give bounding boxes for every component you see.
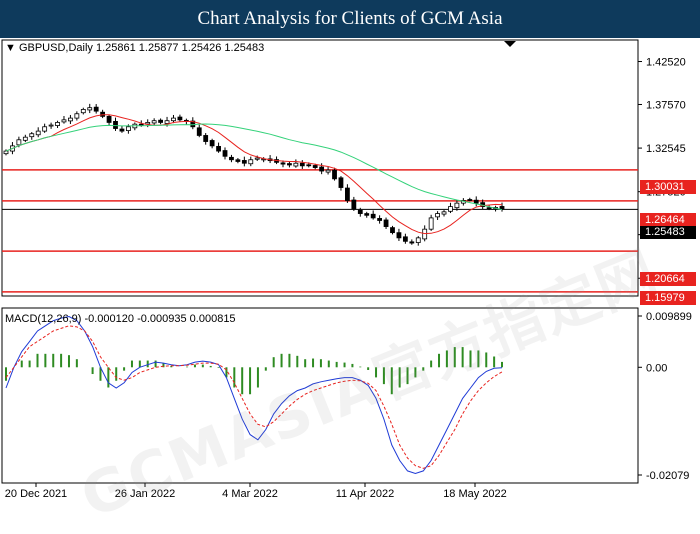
candle-body — [113, 120, 118, 129]
level-tag-support-2: 1.15979 — [640, 291, 696, 305]
price-axis-label: 1.42520 — [646, 57, 686, 69]
candle-body — [119, 128, 125, 132]
macd-signal-line — [5, 325, 503, 469]
candle-body — [338, 177, 344, 188]
candle-body — [93, 106, 99, 112]
macd-panel-frame — [1, 307, 639, 484]
current-price-tag: 1.25483 — [640, 226, 696, 239]
price-panel-frame — [1, 39, 639, 297]
candle-body — [106, 115, 112, 123]
candle-body — [454, 202, 460, 209]
candle-body — [467, 199, 473, 201]
candle-body — [370, 213, 376, 219]
time-axis-label: 11 Apr 2022 — [336, 488, 395, 500]
price-axis-label: 1.37570 — [646, 99, 686, 111]
candle-body — [306, 164, 312, 167]
time-axis-label: 18 May 2022 — [443, 488, 507, 500]
candle-body — [3, 150, 9, 155]
candle-body — [351, 199, 357, 210]
candle-body — [435, 213, 440, 218]
candle-body — [229, 156, 234, 161]
candle-body — [293, 162, 299, 167]
candle-body — [254, 157, 260, 160]
candle-body — [319, 166, 325, 172]
macd-axis-label: 0.00 — [646, 362, 667, 374]
candle-body — [138, 123, 144, 126]
candle-body — [280, 162, 286, 165]
candle-body — [377, 218, 383, 221]
macd-main-line — [5, 315, 503, 475]
candle-body — [364, 213, 370, 216]
candle-body — [145, 122, 151, 125]
candle-body — [42, 126, 48, 132]
candle-body — [158, 119, 163, 123]
level-tag-resistance-1: 1.30031 — [640, 180, 696, 194]
candle-body — [74, 113, 80, 119]
chart-title-banner: Chart Analysis for Clients of GCM Asia — [0, 0, 700, 38]
candle-body — [415, 237, 421, 243]
candle-body — [171, 117, 176, 122]
candle-body — [222, 150, 228, 157]
candle-body — [216, 145, 221, 152]
candle-body — [151, 120, 157, 124]
candle-body — [196, 127, 202, 136]
candle-body — [299, 162, 305, 167]
panel-collapse-icon — [504, 41, 516, 47]
chart-title: Chart Analysis for Clients of GCM Asia — [197, 8, 503, 29]
candle-body — [203, 135, 209, 142]
candle-body — [190, 120, 196, 128]
candle-body — [177, 116, 183, 121]
price-chart[interactable]: 1.425201.375701.325451.275201.225701.175… — [0, 38, 700, 500]
candle-body — [80, 109, 86, 114]
macd-axis-label: -0.02079 — [646, 470, 689, 482]
candle-body — [55, 122, 60, 126]
candle-body — [486, 207, 492, 210]
candle-body — [287, 163, 292, 166]
symbol-info: ▼ GBPUSD,Daily 1.25861 1.25877 1.25426 1… — [5, 42, 264, 54]
level-tag-support-1: 1.20664 — [640, 272, 696, 286]
candle-body — [441, 211, 447, 215]
candle-body — [448, 206, 453, 212]
candle-body — [48, 124, 54, 127]
candle-body — [16, 139, 22, 146]
macd-info: MACD(12,26,9) -0.000120 -0.000935 0.0008… — [5, 313, 236, 325]
moving-average-fast-line — [5, 114, 503, 235]
candle-body — [473, 199, 479, 204]
time-axis-label: 26 Jan 2022 — [115, 488, 176, 500]
level-tag-resistance-2: 1.26464 — [640, 213, 696, 227]
candle-body — [209, 140, 215, 147]
symbol-marker-icon: ▼ — [5, 42, 16, 54]
macd-axis-label: 0.009899 — [646, 311, 692, 323]
candle-body — [125, 126, 131, 131]
candle-body — [396, 232, 402, 239]
candle-body — [345, 187, 350, 201]
moving-average-slow-line — [5, 123, 503, 211]
candle-body — [390, 227, 395, 234]
candle-body — [29, 133, 35, 138]
candle-body — [325, 169, 331, 173]
candle-body — [100, 111, 106, 117]
candle-body — [22, 136, 28, 141]
candle-body — [164, 120, 170, 124]
candle-body — [87, 107, 93, 111]
candle-body — [235, 159, 241, 162]
candle-body — [402, 236, 408, 242]
candle-body — [241, 160, 247, 164]
candle-body — [428, 217, 434, 230]
candle-body — [383, 219, 389, 227]
candle-body — [332, 169, 337, 180]
candle-body — [248, 159, 254, 165]
time-axis-label: 20 Dec 2021 — [5, 488, 67, 500]
candle-body — [357, 209, 363, 214]
candle-body — [409, 241, 415, 244]
candle-body — [61, 119, 67, 123]
time-axis-label: 4 Mar 2022 — [222, 488, 278, 500]
chart-area: 1.425201.375701.325451.275201.225701.175… — [0, 38, 700, 531]
symbol-info-text: GBPUSD,Daily 1.25861 1.25877 1.25426 1.2… — [18, 42, 265, 54]
candle-body — [312, 165, 318, 168]
candle-body — [68, 117, 73, 122]
candle-body — [35, 130, 41, 136]
price-axis-label: 1.32545 — [646, 143, 686, 155]
